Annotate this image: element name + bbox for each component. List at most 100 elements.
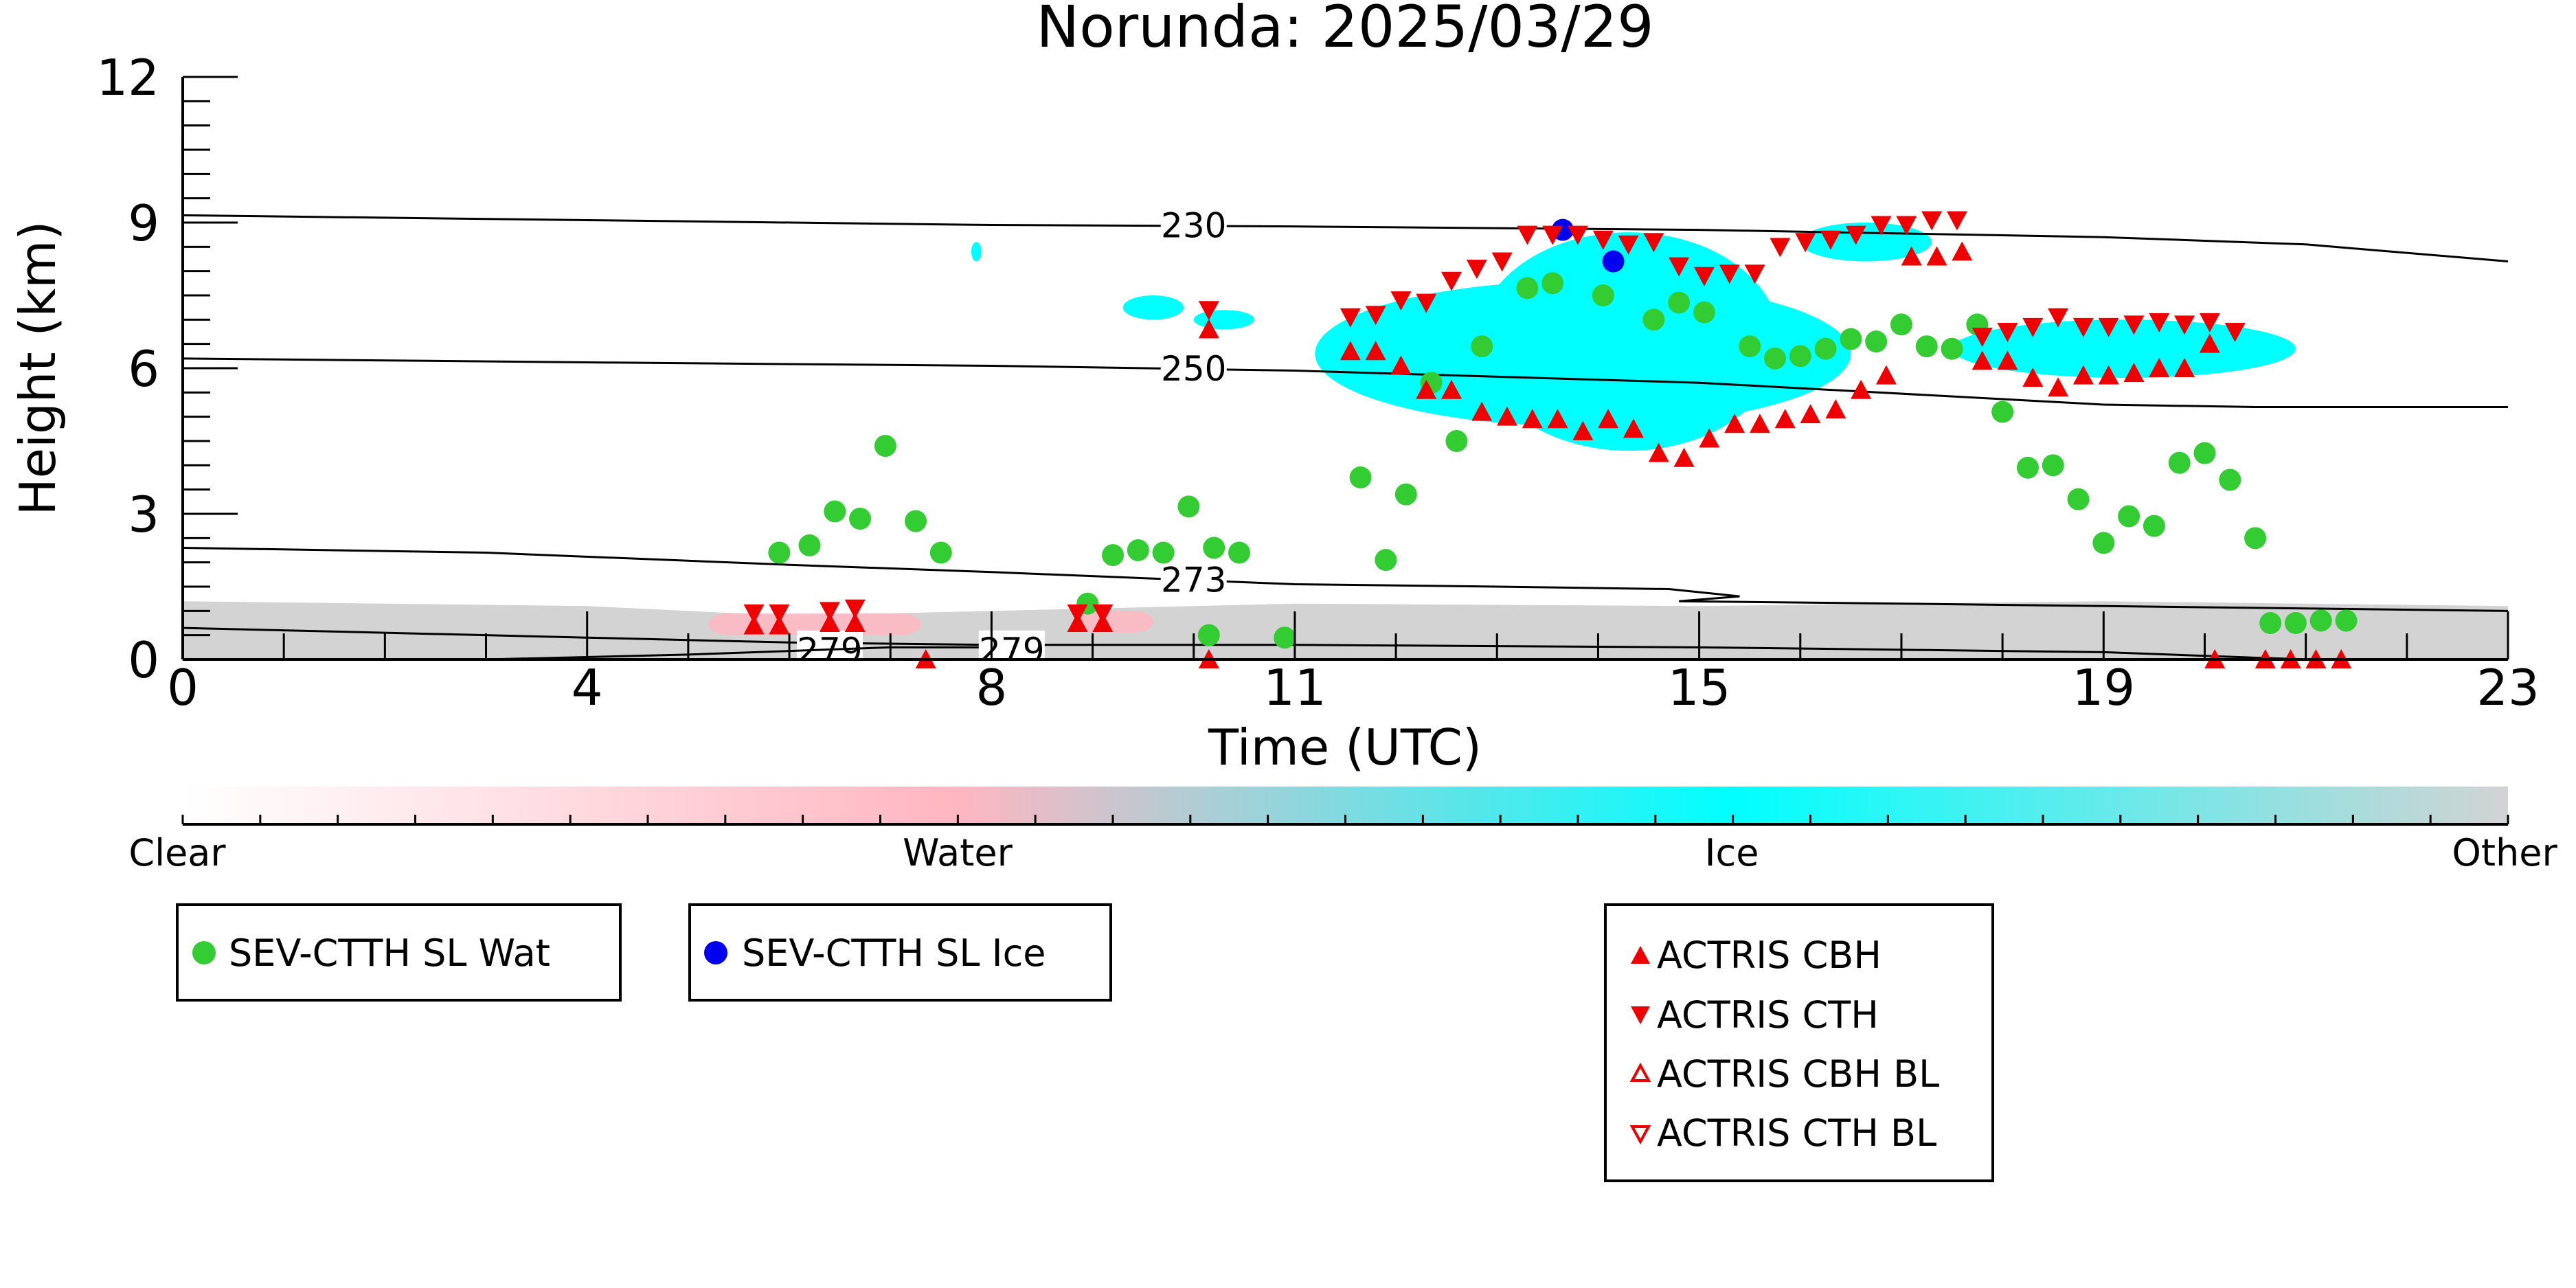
cth-marker — [1618, 235, 1639, 255]
cth-marker — [1896, 216, 1917, 236]
cbh-marker — [1851, 379, 1872, 399]
y-tick-label: 12 — [96, 49, 159, 106]
point-marker — [1349, 466, 1372, 488]
contour-label-bg — [1160, 205, 1227, 242]
cbh-marker — [1416, 379, 1437, 399]
point-marker — [1915, 335, 1938, 358]
point-marker — [2309, 609, 2332, 632]
contour-line — [183, 357, 2508, 409]
cth-marker — [1517, 225, 1538, 245]
point-marker — [1890, 313, 1912, 336]
mask-ice-patch — [1122, 295, 1184, 320]
point-marker — [874, 435, 896, 457]
cbh-marker — [2149, 358, 2170, 377]
point-marker — [1739, 335, 1761, 358]
cth-marker — [769, 604, 790, 624]
legend-label-sev-wat: SEV-CTTH SL Wat — [229, 931, 550, 975]
x-tick-label: 19 — [2072, 659, 2135, 716]
cbh-marker — [1496, 406, 1517, 426]
point-marker — [2168, 451, 2191, 474]
point-marker — [1789, 345, 1811, 368]
mask-water-patch — [1072, 611, 1153, 633]
cth-marker — [1542, 225, 1563, 245]
cth-marker — [1997, 323, 2018, 342]
cth-marker — [2224, 323, 2246, 342]
point-marker — [1941, 337, 1963, 360]
cbh-marker — [1365, 341, 1386, 361]
point-marker — [798, 534, 821, 556]
point-marker — [1203, 536, 1225, 559]
cth-marker — [1198, 301, 1219, 321]
point-marker — [1763, 347, 1786, 370]
cbh-marker — [1572, 420, 1594, 440]
legend-marker-sev-ice — [704, 941, 727, 964]
point-marker — [2244, 527, 2267, 550]
cbh-marker — [1901, 246, 1922, 266]
cth-marker — [1820, 230, 1841, 250]
cbh-marker — [1547, 409, 1568, 429]
point-marker — [1693, 301, 1715, 324]
point-marker — [768, 541, 791, 564]
x-tick-label: 8 — [975, 659, 1007, 716]
point-marker — [2193, 442, 2216, 464]
colorbar: Clear Water Ice Other — [128, 787, 2557, 874]
cbh-marker — [1471, 401, 1493, 421]
point-marker — [1197, 624, 1220, 646]
legend-marker-actris-cbh-bl — [1629, 1062, 1651, 1082]
y-tick-label: 0 — [128, 631, 159, 689]
point-marker — [1668, 291, 1691, 314]
legend-label-actris-cth: ACTRIS CTH — [1657, 993, 1879, 1037]
colorbar-label-water: Water — [903, 831, 1013, 874]
point-marker — [1445, 430, 1468, 452]
cth-marker — [2048, 308, 2069, 328]
point-marker — [1274, 626, 1296, 649]
point-marker — [2335, 609, 2358, 632]
plot-area: 230 250 273 279 279 0 3 6 9 12 0 4 8 11 15 19 23 — [96, 49, 2539, 716]
cth-marker — [1946, 211, 1967, 231]
cbh-marker — [1724, 414, 1745, 433]
cbh-marker — [1598, 409, 1619, 429]
y-tick-label: 3 — [128, 486, 159, 543]
cth-marker — [1092, 604, 1114, 624]
legend-marker-actris-cbh — [1631, 946, 1650, 964]
cloud-mask — [183, 223, 2508, 659]
cth-marker — [1592, 230, 1614, 250]
cth-marker — [2174, 315, 2195, 335]
point-marker — [1516, 277, 1539, 300]
legend-marker-actris-cth — [1631, 1006, 1650, 1024]
cth-marker — [1340, 308, 1361, 328]
x-tick-label: 23 — [2476, 659, 2540, 716]
point-marker — [1592, 284, 1614, 306]
mask-ice-patch — [971, 242, 982, 262]
cbh-marker — [769, 615, 790, 635]
temperature-contours: 230 250 273 279 279 — [183, 205, 2508, 659]
point-marker — [2118, 505, 2140, 528]
cth-marker — [1491, 252, 1513, 272]
cbh-marker — [1997, 350, 2018, 370]
cbh-marker — [1800, 404, 1821, 424]
cth-marker — [1693, 267, 1715, 286]
point-marker — [1602, 250, 1625, 273]
cbh-marker — [1441, 379, 1462, 399]
legend-marker-actris-cth-bl — [1629, 1125, 1651, 1145]
point-marker — [1865, 330, 1888, 353]
point-marker — [1840, 328, 1862, 350]
cth-marker — [2098, 317, 2119, 337]
cth-marker — [2022, 317, 2044, 337]
contour-line — [183, 546, 2508, 612]
legend-sev-wat: SEV-CTTH SL Wat — [176, 903, 622, 1002]
y-axis-label: Height (km) — [9, 221, 67, 516]
legend-marker-sev-wat — [192, 941, 216, 964]
cbh-marker — [1390, 355, 1412, 375]
cbh-marker — [1673, 447, 1695, 467]
cth-marker — [743, 604, 765, 624]
point-marker — [2284, 612, 2307, 634]
contour-line — [183, 214, 2508, 263]
cbh-marker — [1522, 409, 1543, 429]
cbh-marker — [2022, 368, 2044, 387]
point-marker — [1102, 544, 1124, 567]
contour-line — [183, 626, 2306, 659]
cbh-marker — [2048, 377, 2069, 397]
contour-label-bg — [978, 630, 1045, 659]
